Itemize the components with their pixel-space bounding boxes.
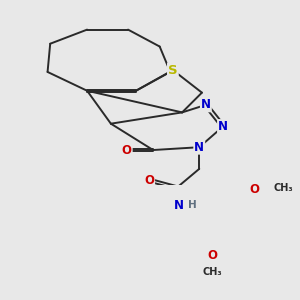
Text: S: S — [168, 64, 178, 76]
Text: O: O — [122, 143, 132, 157]
Text: N: N — [218, 120, 228, 133]
Text: CH₃: CH₃ — [274, 183, 293, 193]
Text: N: N — [201, 98, 211, 111]
Text: N: N — [174, 199, 184, 212]
Text: O: O — [208, 249, 218, 262]
Text: H: H — [188, 200, 197, 210]
Text: CH₃: CH₃ — [202, 267, 222, 277]
Text: O: O — [144, 174, 154, 187]
Text: N: N — [194, 141, 204, 154]
Text: O: O — [250, 183, 260, 196]
